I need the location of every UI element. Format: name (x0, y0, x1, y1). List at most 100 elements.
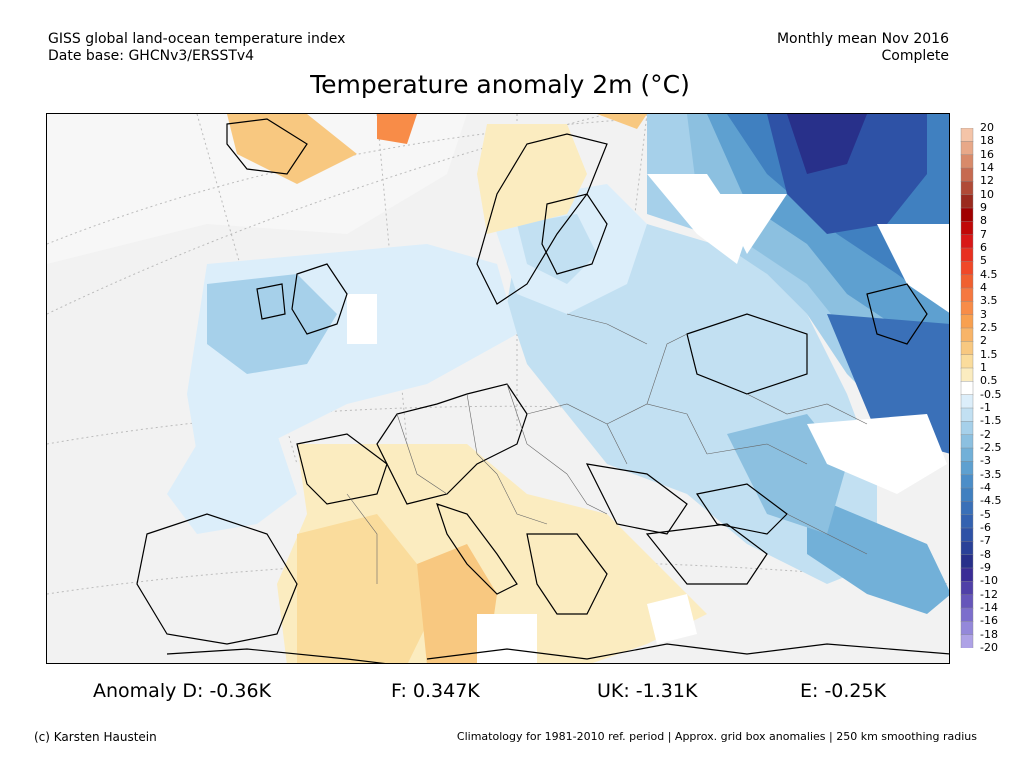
colorbar-tick-label: -12 (980, 587, 998, 601)
colorbar-tick-label: 4.5 (980, 267, 998, 281)
colorbar-swatch (960, 541, 974, 556)
colorbar-swatch (960, 607, 974, 623)
colorbar-swatch (960, 354, 974, 369)
colorbar-swatch (960, 167, 974, 183)
colorbar-tick-label: 3 (980, 307, 987, 321)
colorbar-tick-label: 14 (980, 161, 994, 174)
header-left: GISS global land-ocean temperature index… (48, 31, 345, 65)
colorbar-tick-label: -0.5 (980, 387, 1002, 401)
colorbar-swatch (960, 181, 974, 196)
colorbar-swatch (960, 274, 974, 289)
colorbar-tick-label: 2 (980, 334, 987, 348)
colorbar-tick-label: 2.5 (980, 321, 998, 334)
colorbar-swatch (960, 447, 974, 463)
colorbar-tick-label: 6 (980, 241, 987, 254)
colorbar-tick-label: -2.5 (980, 441, 1002, 454)
colorbar-swatch (960, 421, 974, 436)
colorbar-swatch (960, 527, 974, 543)
stat-spain: E: -0.25K (800, 680, 887, 702)
colorbar-tick-label: -8 (980, 547, 991, 561)
colorbar (959, 122, 975, 649)
colorbar-swatch (960, 314, 974, 329)
colorbar-tick-label: 4 (980, 281, 987, 294)
colorbar-swatch (960, 634, 974, 649)
colorbar-swatch (960, 621, 974, 636)
period-label: Monthly mean Nov 2016 (776, 31, 949, 47)
colorbar-tick-label: 10 (980, 187, 994, 201)
dataset-title: GISS global land-ocean temperature index (48, 31, 346, 47)
colorbar-tick-label: 20 (980, 121, 994, 134)
stat-france: F: 0.347K (391, 680, 480, 702)
colorbar-tick-label: -9 (980, 561, 991, 574)
cool-anomaly-western (167, 184, 647, 534)
colorbar-swatch (960, 367, 974, 383)
colorbar-swatch (960, 487, 974, 503)
anomaly-map (46, 113, 950, 664)
copyright: (c) Karsten Haustein (34, 730, 157, 744)
stat-germany: Anomaly D: -0.36K (93, 680, 272, 702)
colorbar-swatch (960, 301, 974, 316)
colorbar-swatches (960, 122, 974, 649)
colorbar-tick-label: 18 (980, 134, 994, 148)
colorbar-swatch (960, 234, 974, 249)
map-canvas (47, 114, 949, 663)
colorbar-swatch (960, 207, 974, 223)
colorbar-swatch (960, 287, 974, 303)
colorbar-swatch (960, 567, 974, 583)
colorbar-tick-label: -6 (980, 521, 991, 534)
colorbar-swatch (960, 434, 974, 449)
colorbar-tick-label: -10 (980, 574, 998, 588)
colorbar-tick-label: 16 (980, 147, 994, 161)
colorbar-swatch (960, 594, 974, 609)
colorbar-swatch (960, 554, 974, 569)
colorbar-tick-label: 7 (980, 227, 987, 241)
data-base: Date base: GHCNv3/ERSSTv4 (48, 48, 255, 64)
colorbar-tick-label: -2 (980, 427, 991, 441)
colorbar-swatch (960, 501, 974, 516)
colorbar-tick-label: 1.5 (980, 347, 998, 361)
colorbar-swatch (960, 407, 974, 423)
colorbar-swatch (960, 247, 974, 263)
colorbar-tick-label: -4.5 (980, 494, 1002, 508)
header-right: Monthly mean Nov 2016 Complete (777, 31, 949, 65)
colorbar-tick-label: 12 (980, 174, 994, 188)
methodology-note: Climatology for 1981-2010 ref. period | … (456, 730, 977, 743)
colorbar-swatch (960, 261, 974, 276)
colorbar-tick-label: 0.5 (980, 374, 998, 388)
colorbar-swatch (960, 194, 974, 209)
colorbar-tick-label: -20 (980, 641, 998, 654)
colorbar-swatch (960, 461, 974, 476)
completeness-label: Complete (881, 48, 949, 64)
colorbar-swatch (960, 581, 974, 596)
colorbar-tick-label: -14 (980, 601, 998, 614)
colorbar-tick-label: -3 (980, 454, 991, 468)
colorbar-swatch (960, 514, 974, 529)
colorbar-tick-label: -5 (980, 507, 991, 521)
colorbar-swatch (960, 141, 974, 156)
colorbar-tick-label: -18 (980, 627, 998, 641)
colorbar-swatch (960, 154, 974, 169)
colorbar-swatch (960, 394, 974, 409)
arctic-region (47, 114, 467, 264)
colorbar-tick-label: -16 (980, 614, 998, 628)
colorbar-tick-label: -3.5 (980, 467, 1002, 481)
colorbar-labels: 20 18 16 14 12 10 9 8 7 6 5 4.5 4 3.5 3 2.5 2 1.5 1 0.5 -0.5… (980, 122, 1024, 654)
colorbar-swatch (960, 221, 974, 236)
map-title: Temperature anomaly 2m (°C) (310, 70, 690, 99)
colorbar-swatch (960, 327, 974, 343)
colorbar-tick-label: 9 (980, 201, 987, 214)
data-gaps (347, 174, 949, 663)
colorbar-tick-label: -1.5 (980, 414, 1002, 428)
stat-uk: UK: -1.31K (597, 680, 698, 702)
colorbar-tick-label: -4 (980, 481, 991, 494)
colorbar-tick-label: 3.5 (980, 294, 998, 308)
colorbar-tick-label: 1 (980, 361, 987, 374)
country-borders (346, 313, 868, 584)
colorbar-tick-label: 8 (980, 214, 987, 228)
colorbar-tick-label: -7 (980, 534, 991, 548)
colorbar-swatch (960, 381, 974, 396)
colorbar-tick-label: -1 (980, 401, 991, 414)
colorbar-swatch (960, 341, 974, 356)
colorbar-swatch (960, 127, 974, 143)
colorbar-tick-label: 5 (980, 254, 987, 268)
